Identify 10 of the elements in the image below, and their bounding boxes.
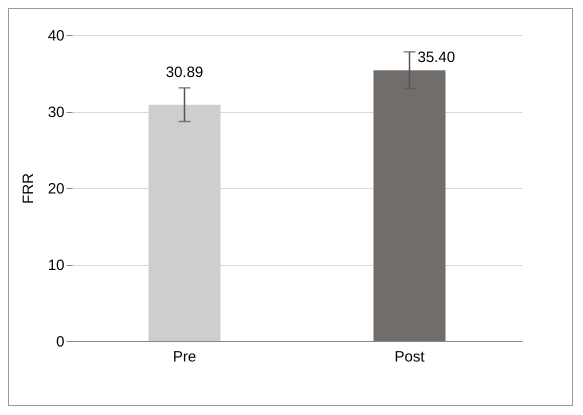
x-tick-label: Pre: [172, 348, 196, 366]
x-tick-label: Post: [394, 348, 426, 366]
y-tick-label: 0: [56, 334, 64, 350]
y-tick-label: 40: [48, 28, 64, 44]
y-tick-label: 10: [48, 257, 64, 274]
data-label: 35.40: [418, 48, 456, 66]
data-label: 30.89: [166, 64, 204, 81]
y-tick-label: 30: [48, 104, 64, 121]
y-tick-label: 20: [48, 180, 64, 198]
y-axis-title: FRR: [20, 172, 37, 204]
